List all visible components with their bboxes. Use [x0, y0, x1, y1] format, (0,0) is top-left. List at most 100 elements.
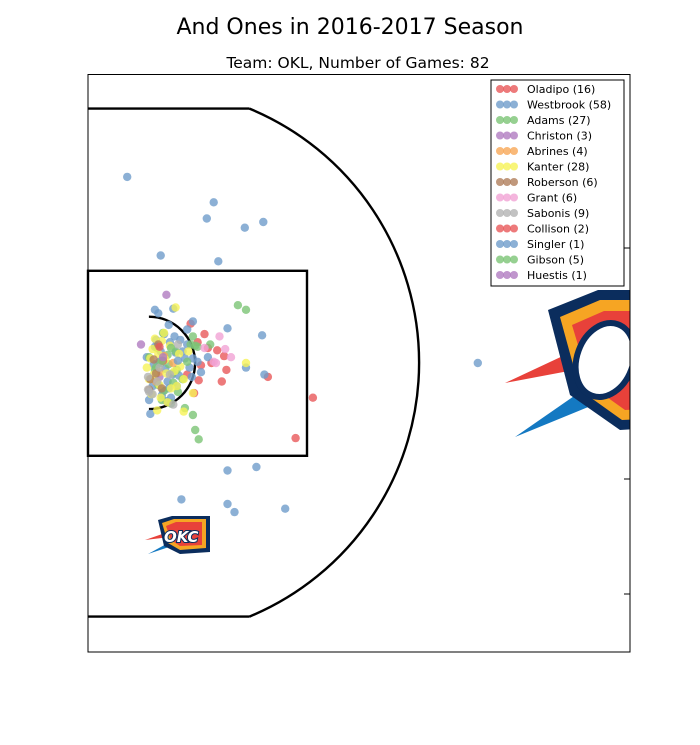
legend-item-collison: Collison (2)	[496, 223, 589, 236]
shot-point-westbrook	[257, 331, 267, 340]
shot-point-westbrook	[146, 409, 155, 419]
legend-marker	[503, 193, 511, 202]
shot-point-westbrook	[240, 223, 249, 232]
legend-marker	[510, 271, 518, 279]
shot-points	[123, 172, 482, 517]
shot-point-adams	[194, 435, 203, 444]
legend-label: Sabonis (9)	[527, 207, 589, 220]
legend-marker	[496, 162, 504, 171]
legend-marker	[510, 224, 518, 233]
plot-frame	[87, 74, 631, 653]
shot-point-westbrook	[223, 499, 232, 509]
legend-marker	[510, 255, 518, 264]
shot-point-oladipo	[200, 329, 209, 339]
shot-point-oladipo	[213, 346, 222, 355]
legend-marker	[510, 100, 518, 109]
shot-point-westbrook	[187, 372, 196, 382]
thunder-logo-small-text: OKC	[164, 528, 198, 546]
shot-point-adams	[188, 332, 198, 341]
shot-point-gibson	[166, 343, 176, 353]
legend-label: Oladipo (16)	[527, 83, 595, 96]
legend-item-grant: Grant (6)	[496, 192, 577, 205]
shot-point-westbrook	[260, 370, 269, 379]
axis-ticks	[624, 247, 630, 595]
chart-title: And Ones in 2016-2017 Season	[176, 15, 523, 40]
shot-point-sabonis	[148, 390, 157, 399]
legend-marker	[496, 271, 504, 279]
shot-point-oladipo	[222, 365, 231, 375]
legend-marker	[496, 147, 504, 155]
legend-marker	[496, 178, 504, 186]
shot-point-grant	[221, 344, 230, 354]
legend-label: Huestis (1)	[527, 269, 587, 282]
shot-point-kanter	[241, 358, 251, 368]
legend-marker	[496, 100, 504, 109]
shot-point-gibson	[241, 305, 251, 314]
legend-item-sabonis: Sabonis (9)	[496, 207, 589, 220]
legend-item-abrines: Abrines (4)	[496, 145, 588, 158]
shot-point-kanter	[184, 347, 193, 356]
legend-marker	[503, 209, 511, 217]
shot-point-kanter	[148, 344, 157, 354]
shot-point-grant	[200, 343, 209, 353]
shot-point-sabonis	[169, 400, 178, 409]
shot-point-kanter	[159, 328, 169, 338]
legend-item-singler: Singler (1)	[496, 238, 584, 251]
shot-point-kanter	[166, 384, 176, 393]
legend: Oladipo (16) Westbrook (58) Adams (27) Chri…	[490, 79, 625, 287]
legend-marker	[503, 116, 511, 124]
shot-point-westbrook	[203, 353, 213, 362]
shot-point-kanter	[179, 375, 188, 384]
legend-label: Grant (6)	[527, 192, 577, 205]
legend-label: Collison (2)	[527, 223, 589, 236]
shot-point-adams	[233, 301, 243, 310]
shot-point-roberson	[157, 384, 166, 393]
legend-marker	[503, 240, 511, 248]
legend-marker	[510, 178, 518, 186]
legend-marker	[503, 131, 511, 140]
three-point-arc	[249, 107, 421, 618]
shot-point-grant	[209, 357, 218, 366]
legend-marker	[510, 162, 518, 171]
shot-point-westbrook	[177, 495, 186, 504]
shot-point-gibson	[191, 341, 200, 350]
shot-point-westbrook	[259, 217, 268, 227]
shot-point-westbrook	[223, 324, 232, 333]
legend-label: Singler (1)	[527, 238, 584, 251]
shot-point-westbrook	[252, 462, 261, 472]
shot-point-westbrook	[156, 251, 165, 260]
shot-point-christon	[162, 290, 171, 299]
shot-point-grant	[215, 332, 224, 341]
legend-label: Abrines (4)	[527, 145, 588, 158]
shot-point-westbrook	[170, 332, 179, 341]
legend-marker	[510, 147, 518, 155]
legend-item-westbrook: Westbrook (58)	[496, 99, 611, 112]
legend-marker	[503, 178, 511, 186]
legend-marker	[510, 209, 518, 217]
legend-label: Gibson (5)	[527, 254, 584, 267]
legend-item-gibson: Gibson (5)	[496, 254, 584, 267]
shot-point-westbrook	[164, 320, 173, 330]
legend-item-huestis: Huestis (1)	[496, 269, 587, 282]
shot-point-roberson	[149, 355, 158, 364]
legend-item-roberson: Roberson (6)	[496, 176, 598, 189]
shot-point-kanter	[174, 349, 184, 358]
shot-point-westbrook	[223, 466, 232, 475]
legend-marker	[496, 116, 504, 124]
shot-point-westbrook	[123, 172, 132, 182]
legend-marker	[503, 147, 511, 155]
legend-marker	[503, 162, 511, 171]
shot-point-sabonis	[173, 340, 183, 349]
shot-point-sabonis	[153, 377, 162, 386]
shot-point-collison	[155, 342, 164, 351]
shot-point-kanter	[142, 363, 151, 372]
shot-point-kanter	[188, 388, 198, 398]
legend-marker	[510, 131, 518, 140]
legend-item-kanter: Kanter (28)	[496, 161, 589, 174]
legend-marker	[510, 85, 518, 93]
shot-point-huestis	[158, 353, 168, 362]
legend-marker	[510, 116, 518, 124]
shot-point-westbrook	[183, 325, 192, 334]
legend-marker	[510, 240, 518, 248]
